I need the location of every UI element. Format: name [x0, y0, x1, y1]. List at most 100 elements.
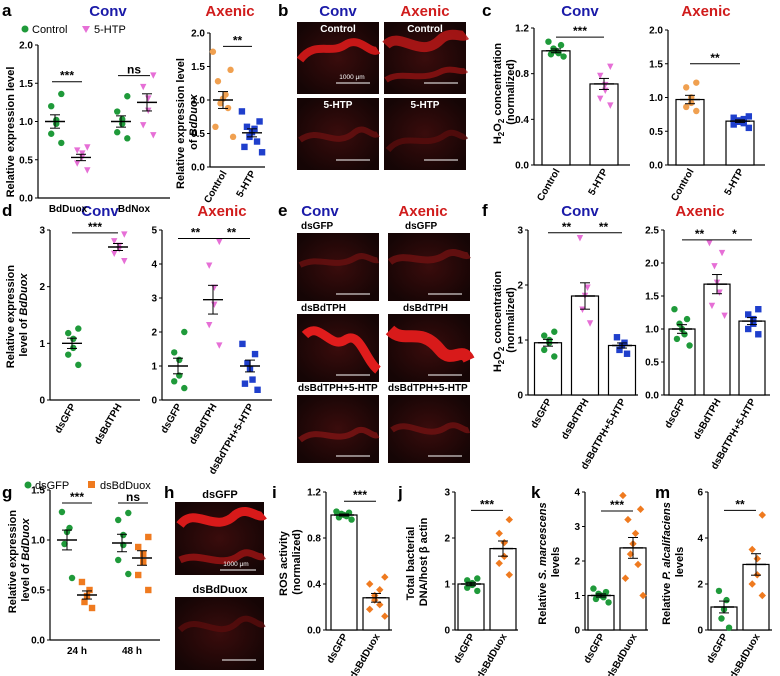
data-point — [730, 114, 737, 121]
data-point — [115, 556, 122, 564]
y-tick-label: 0.5 — [649, 127, 663, 138]
data-point — [58, 90, 65, 98]
panel-g: g dsGFP dsBdDuox Relative expression lev… — [2, 480, 151, 613]
x-tick-label: BdNox — [118, 204, 151, 215]
data-point — [683, 315, 691, 323]
data-point — [58, 139, 65, 147]
data-point — [505, 571, 513, 579]
panel-b: b Conv Axenic Control Control 5-HTP 5-HT… — [278, 1, 469, 170]
scale-bar-label: 1000 μm — [339, 74, 364, 81]
data-point — [84, 144, 91, 151]
y-tick-label: 2.0 — [649, 26, 663, 37]
significance-label: *** — [88, 220, 102, 234]
y-tick-label: 0.4 — [307, 580, 321, 591]
data-point — [607, 63, 614, 71]
data-point — [605, 599, 612, 606]
data-point — [607, 102, 614, 109]
significance-label: ns — [126, 490, 140, 504]
data-point — [706, 240, 713, 247]
data-point — [145, 533, 152, 541]
panel-c-title-axenic: Axenic — [681, 3, 730, 20]
data-point — [758, 511, 766, 519]
data-point — [474, 587, 481, 595]
data-point — [721, 312, 728, 319]
data-point — [181, 328, 188, 336]
y-tick-label: 1.2 — [307, 488, 321, 499]
data-point — [125, 570, 132, 578]
data-point — [140, 83, 147, 91]
x-tick-label: Control — [202, 169, 229, 205]
panel-letter-c: c — [482, 1, 491, 20]
panel-letter-i: i — [272, 483, 277, 502]
data-point — [551, 328, 558, 335]
x-tick-label: Control — [669, 167, 696, 203]
bar — [675, 98, 705, 166]
x-tick-label: dsBdDuox — [728, 632, 763, 676]
y-tick-label: 1 — [574, 591, 580, 602]
y-tick-label: 2 — [151, 328, 157, 339]
panel-g-legend: dsGFP dsBdDuox — [24, 480, 151, 492]
data-point — [125, 509, 132, 517]
data-point — [79, 150, 86, 157]
y-tick-label: 3 — [151, 294, 157, 305]
y-tick-label: 2 — [444, 534, 450, 545]
data-point — [740, 115, 747, 123]
data-point — [61, 540, 68, 548]
data-point — [576, 235, 584, 242]
x-tick-label: 48 h — [122, 646, 142, 657]
panel-i: i ROS activity (normalized) — [272, 483, 303, 596]
data-point — [750, 320, 757, 327]
data-point — [708, 302, 716, 310]
panel-letter-b: b — [278, 1, 288, 20]
x-tick-label: dsBdDuox — [348, 632, 383, 676]
micrograph-label: 5-HTP — [324, 100, 353, 111]
panel-letter-m: m — [655, 483, 670, 502]
data-point — [135, 571, 142, 579]
significance-label: ns — [127, 63, 141, 77]
significance-label: ** — [191, 226, 201, 240]
data-point — [495, 559, 503, 567]
y-tick-label: 0 — [39, 396, 45, 407]
micrograph-h2 — [175, 597, 264, 670]
y-tick-label: 1.0 — [645, 325, 659, 336]
data-point — [53, 116, 60, 124]
panel-e: e Conv Axenic dsGFP dsGFP dsBdTPH dsBdTP… — [278, 201, 475, 463]
data-point — [209, 48, 217, 55]
x-tick-label: dsGFP — [325, 632, 351, 666]
gut-tissue — [385, 325, 475, 364]
data-point — [145, 95, 152, 102]
x-tick-label: dsBdTPH — [188, 402, 220, 446]
panel-g-ylabel: Relative expression level of BdDuox — [7, 507, 32, 613]
data-point — [216, 342, 223, 349]
x-tick-label: dsBdDuox — [605, 632, 640, 676]
data-point — [124, 135, 131, 142]
data-point — [124, 93, 131, 100]
panel-d-ylabel: Relative expression level of BdDuox — [5, 262, 30, 368]
significance-label: *** — [610, 498, 624, 512]
legend-control: Control — [32, 24, 67, 36]
data-point — [211, 301, 218, 308]
gut-tissue — [384, 66, 469, 83]
data-point — [686, 342, 693, 349]
y-tick-label: 1.5 — [191, 62, 205, 73]
gut-tissue — [385, 129, 469, 153]
legend-dsgfp: dsGFP — [35, 480, 69, 492]
data-point — [249, 376, 256, 383]
data-point — [333, 508, 340, 515]
micrograph-e4 — [388, 314, 470, 382]
micrograph-label: dsBdTPH — [403, 303, 448, 314]
data-point — [740, 119, 747, 127]
y-tick-label: 1.5 — [19, 79, 33, 90]
micrograph-label: dsBdTPH+5-HTP — [298, 383, 378, 394]
data-point — [730, 121, 737, 128]
data-point — [216, 238, 223, 246]
data-point — [590, 585, 597, 592]
y-tick-label: 4 — [151, 260, 157, 271]
x-tick-label: dsGFP — [529, 397, 555, 431]
panel-i-ylabel: ROS activity (normalized) — [278, 528, 303, 596]
data-point — [715, 587, 723, 595]
data-point — [613, 334, 621, 341]
significance-label: *** — [60, 69, 74, 83]
panel-j: j Total bacterial DNA/host β actin — [397, 483, 430, 606]
significance-label: *** — [70, 490, 84, 504]
